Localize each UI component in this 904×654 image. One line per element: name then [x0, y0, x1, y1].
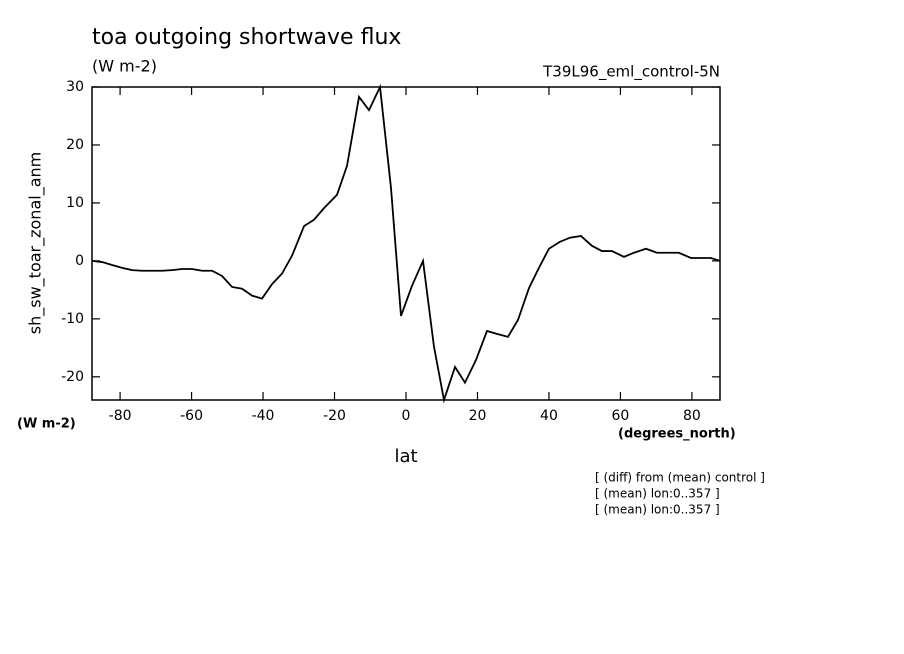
y-tick-label: 10 [66, 195, 84, 211]
note: [ (diff) from (mean) control ] [595, 471, 765, 485]
y-axis-label: sh_sw_toar_zonal_anm [26, 152, 46, 334]
chart-title: toa outgoing shortwave flux [92, 25, 401, 50]
y-tick-label: 30 [66, 79, 84, 95]
x-tick-label: -60 [180, 408, 203, 424]
x-tick-label: 60 [612, 408, 630, 424]
x-tick-label: -40 [252, 408, 275, 424]
x-tick-label: -20 [323, 408, 346, 424]
note: [ (mean) lon:0..357 ] [595, 487, 720, 501]
y-tick-label: -10 [61, 311, 84, 327]
note: [ (mean) lon:0..357 ] [595, 503, 720, 517]
x-tick-label: 40 [540, 408, 558, 424]
x-tick-label: -80 [109, 408, 132, 424]
y-tick-label: -20 [61, 369, 84, 385]
run-label: T39L96_eml_control-5N [542, 63, 720, 82]
chart-subtitle: (W m-2) [92, 57, 157, 76]
y-units: (W m-2) [17, 417, 76, 432]
x-axis-label: lat [394, 446, 417, 467]
y-tick-label: 0 [75, 253, 84, 269]
x-tick-label: 0 [402, 408, 411, 424]
data-line [91, 83, 721, 404]
x-tick-label: 20 [469, 408, 487, 424]
y-tick-label: 20 [66, 137, 84, 153]
x-units: (degrees_north) [618, 427, 736, 442]
plot-frame [91, 86, 721, 401]
x-tick-label: 80 [683, 408, 701, 424]
